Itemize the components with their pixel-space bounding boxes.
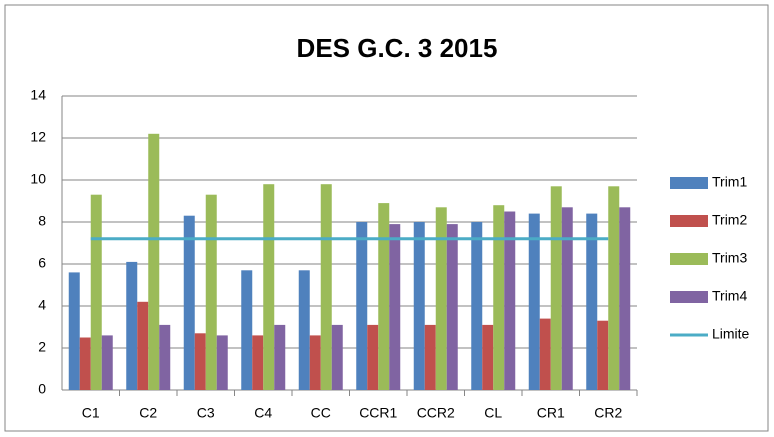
y-tick-label: 12	[30, 129, 46, 145]
y-tick-label: 4	[38, 297, 46, 313]
y-tick-label: 14	[30, 87, 46, 103]
bar	[356, 222, 368, 390]
x-tick-label: CC	[311, 405, 331, 421]
bar	[216, 335, 228, 390]
bar	[413, 222, 425, 390]
y-tick-label: 8	[38, 213, 46, 229]
legend-swatch	[670, 215, 708, 227]
bar	[159, 324, 171, 390]
bar	[68, 272, 80, 390]
bar	[504, 211, 516, 390]
x-tick-label: C4	[254, 405, 272, 421]
bar	[274, 324, 286, 390]
bar	[205, 194, 217, 390]
legend-swatch	[670, 291, 708, 303]
bar	[435, 207, 447, 390]
x-tick-label: CCR2	[417, 405, 455, 421]
bar	[137, 301, 149, 390]
bar	[389, 224, 401, 390]
bar	[90, 194, 102, 390]
x-tick-label: CR1	[537, 405, 565, 421]
bar	[378, 203, 390, 390]
legend-label: Limite	[712, 326, 750, 342]
bar	[183, 215, 195, 390]
bar	[446, 224, 458, 390]
bar	[79, 337, 91, 390]
bar	[309, 335, 321, 390]
y-tick-label: 6	[38, 255, 46, 271]
bar	[482, 324, 494, 390]
bar	[194, 333, 206, 390]
legend-swatch	[670, 253, 708, 265]
x-tick-label: CR2	[594, 405, 622, 421]
legend-label: Trim4	[712, 288, 747, 304]
bar	[471, 222, 483, 390]
bar	[608, 186, 620, 390]
bar	[298, 270, 310, 390]
x-tick-label: C1	[82, 405, 100, 421]
bar	[424, 324, 436, 390]
bar	[331, 324, 343, 390]
chart-title: DES G.C. 3 2015	[297, 33, 498, 63]
bar	[619, 207, 631, 390]
bar	[320, 184, 332, 390]
x-tick-label: CL	[484, 405, 502, 421]
bar	[550, 186, 562, 390]
y-tick-label: 2	[38, 339, 46, 355]
bar	[586, 213, 598, 390]
legend-label: Trim1	[712, 174, 747, 190]
bar	[148, 133, 160, 391]
bar	[126, 261, 138, 390]
bar	[528, 213, 540, 390]
x-tick-label: CCR1	[359, 405, 397, 421]
bar	[252, 335, 264, 390]
legend-label: Trim3	[712, 250, 747, 266]
y-tick-label: 10	[30, 171, 46, 187]
legend-swatch	[670, 177, 708, 189]
bar	[101, 335, 113, 390]
bar	[493, 205, 505, 390]
bar	[367, 324, 379, 390]
legend-label: Trim2	[712, 212, 747, 228]
bar	[539, 318, 551, 390]
bar	[561, 207, 573, 390]
y-tick-label: 0	[38, 381, 46, 397]
bar	[597, 320, 609, 390]
x-tick-label: C2	[139, 405, 157, 421]
x-tick-label: C3	[197, 405, 215, 421]
bar	[263, 184, 275, 390]
bar	[241, 270, 253, 390]
